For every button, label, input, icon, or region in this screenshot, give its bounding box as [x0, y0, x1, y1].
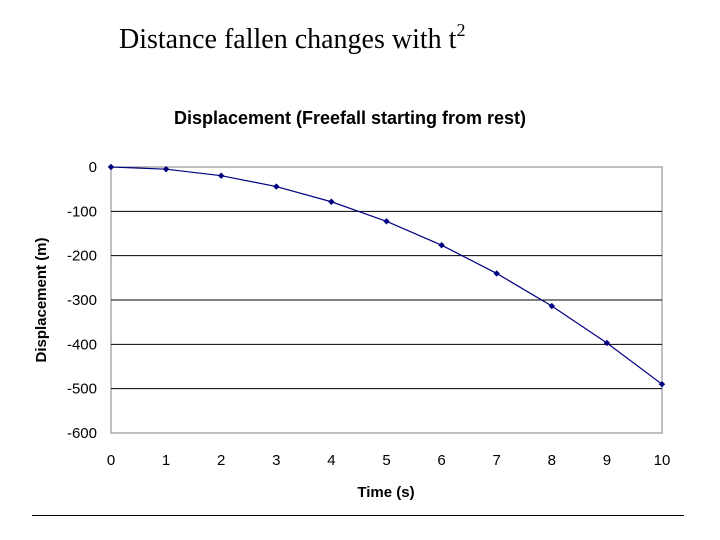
slide-title-superscript: 2 [456, 20, 466, 40]
y-tick-label: -100 [67, 203, 97, 220]
x-axis-label: Time (s) [357, 484, 414, 501]
data-point-marker [162, 165, 170, 173]
data-point-marker [107, 163, 115, 171]
x-axis-ticks: 0 1 2 3 4 5 6 7 8 9 10 [107, 452, 671, 469]
y-tick-label: -300 [67, 292, 97, 309]
y-tick-label: -200 [67, 248, 97, 265]
data-point-marker [273, 183, 280, 190]
slide-title-text: Distance fallen changes with t [119, 24, 457, 55]
data-point-marker [328, 198, 335, 205]
slide-title: Distance fallen changes with t2 [119, 21, 465, 56]
chart-title: Displacement (Freefall starting from res… [174, 108, 526, 128]
data-point-marker [438, 242, 445, 249]
y-tick-label: 0 [89, 159, 97, 176]
data-point-marker [218, 172, 225, 179]
x-tick-label: 9 [603, 452, 611, 469]
y-tick-label: -600 [67, 425, 97, 442]
y-axis-label: Displacement (m) [33, 237, 50, 362]
y-tick-label: -500 [67, 381, 97, 398]
x-tick-label: 0 [107, 452, 115, 469]
data-point-marker [548, 302, 555, 310]
x-tick-label: 1 [162, 452, 170, 469]
x-tick-label: 8 [548, 452, 556, 469]
x-tick-label: 10 [654, 452, 671, 469]
data-point-marker [493, 270, 500, 277]
x-tick-label: 2 [217, 452, 225, 469]
x-tick-label: 5 [382, 452, 390, 469]
y-axis-ticks: 0 -100 -200 -300 -400 -500 -600 [67, 159, 97, 442]
x-tick-label: 7 [493, 452, 501, 469]
x-tick-label: 6 [437, 452, 445, 469]
gridlines [111, 210, 662, 390]
x-tick-label: 4 [327, 452, 335, 469]
series-markers [107, 163, 666, 388]
data-point-marker [658, 381, 666, 388]
data-point-marker [603, 339, 611, 347]
data-point-marker [383, 218, 390, 225]
bottom-rule [32, 515, 684, 516]
x-tick-label: 3 [272, 452, 280, 469]
y-tick-label: -400 [67, 336, 97, 353]
